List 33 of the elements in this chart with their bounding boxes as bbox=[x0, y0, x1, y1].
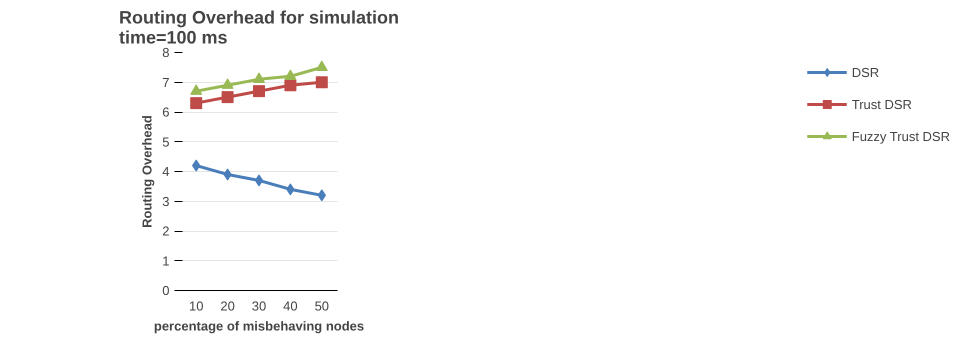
y-tick-label: 5 bbox=[162, 134, 170, 150]
point bbox=[284, 69, 296, 80]
point bbox=[222, 91, 234, 104]
point bbox=[316, 60, 328, 72]
point bbox=[254, 174, 264, 186]
y-tick-label: 1 bbox=[162, 253, 170, 268]
y-tick-label: 8 bbox=[162, 45, 170, 60]
y-tick-label: 3 bbox=[162, 194, 170, 209]
point bbox=[316, 76, 328, 88]
point bbox=[223, 168, 232, 180]
y-tick-label: 4 bbox=[162, 164, 170, 179]
point bbox=[286, 183, 295, 196]
point bbox=[190, 84, 202, 95]
legend-label: Fuzzy Trust DSR bbox=[852, 128, 950, 144]
y-tick-label: 2 bbox=[162, 224, 170, 238]
point bbox=[222, 78, 234, 89]
point bbox=[253, 85, 265, 98]
point bbox=[253, 72, 265, 83]
x-tick-label: 30 bbox=[252, 298, 266, 314]
legend-label: DSR bbox=[852, 64, 880, 80]
x-tick-label: 10 bbox=[188, 298, 204, 314]
x-axis-title: percentage of misbehaving nodes bbox=[154, 318, 364, 334]
y-tick-label: 6 bbox=[162, 104, 170, 120]
point bbox=[190, 97, 202, 110]
x-tick-label: 40 bbox=[283, 298, 298, 314]
y-tick-label: 0 bbox=[162, 283, 170, 298]
chart-title: Routing Overhead for simulation time=100 ms bbox=[118, 8, 400, 48]
legend-label: Trust DSR bbox=[852, 96, 912, 112]
y-tick-label: 7 bbox=[162, 74, 170, 90]
point bbox=[284, 79, 296, 92]
x-tick-label: 20 bbox=[220, 298, 235, 314]
x-tick-label: 50 bbox=[314, 298, 330, 314]
y-axis-title: Routing Overhead bbox=[139, 115, 154, 228]
